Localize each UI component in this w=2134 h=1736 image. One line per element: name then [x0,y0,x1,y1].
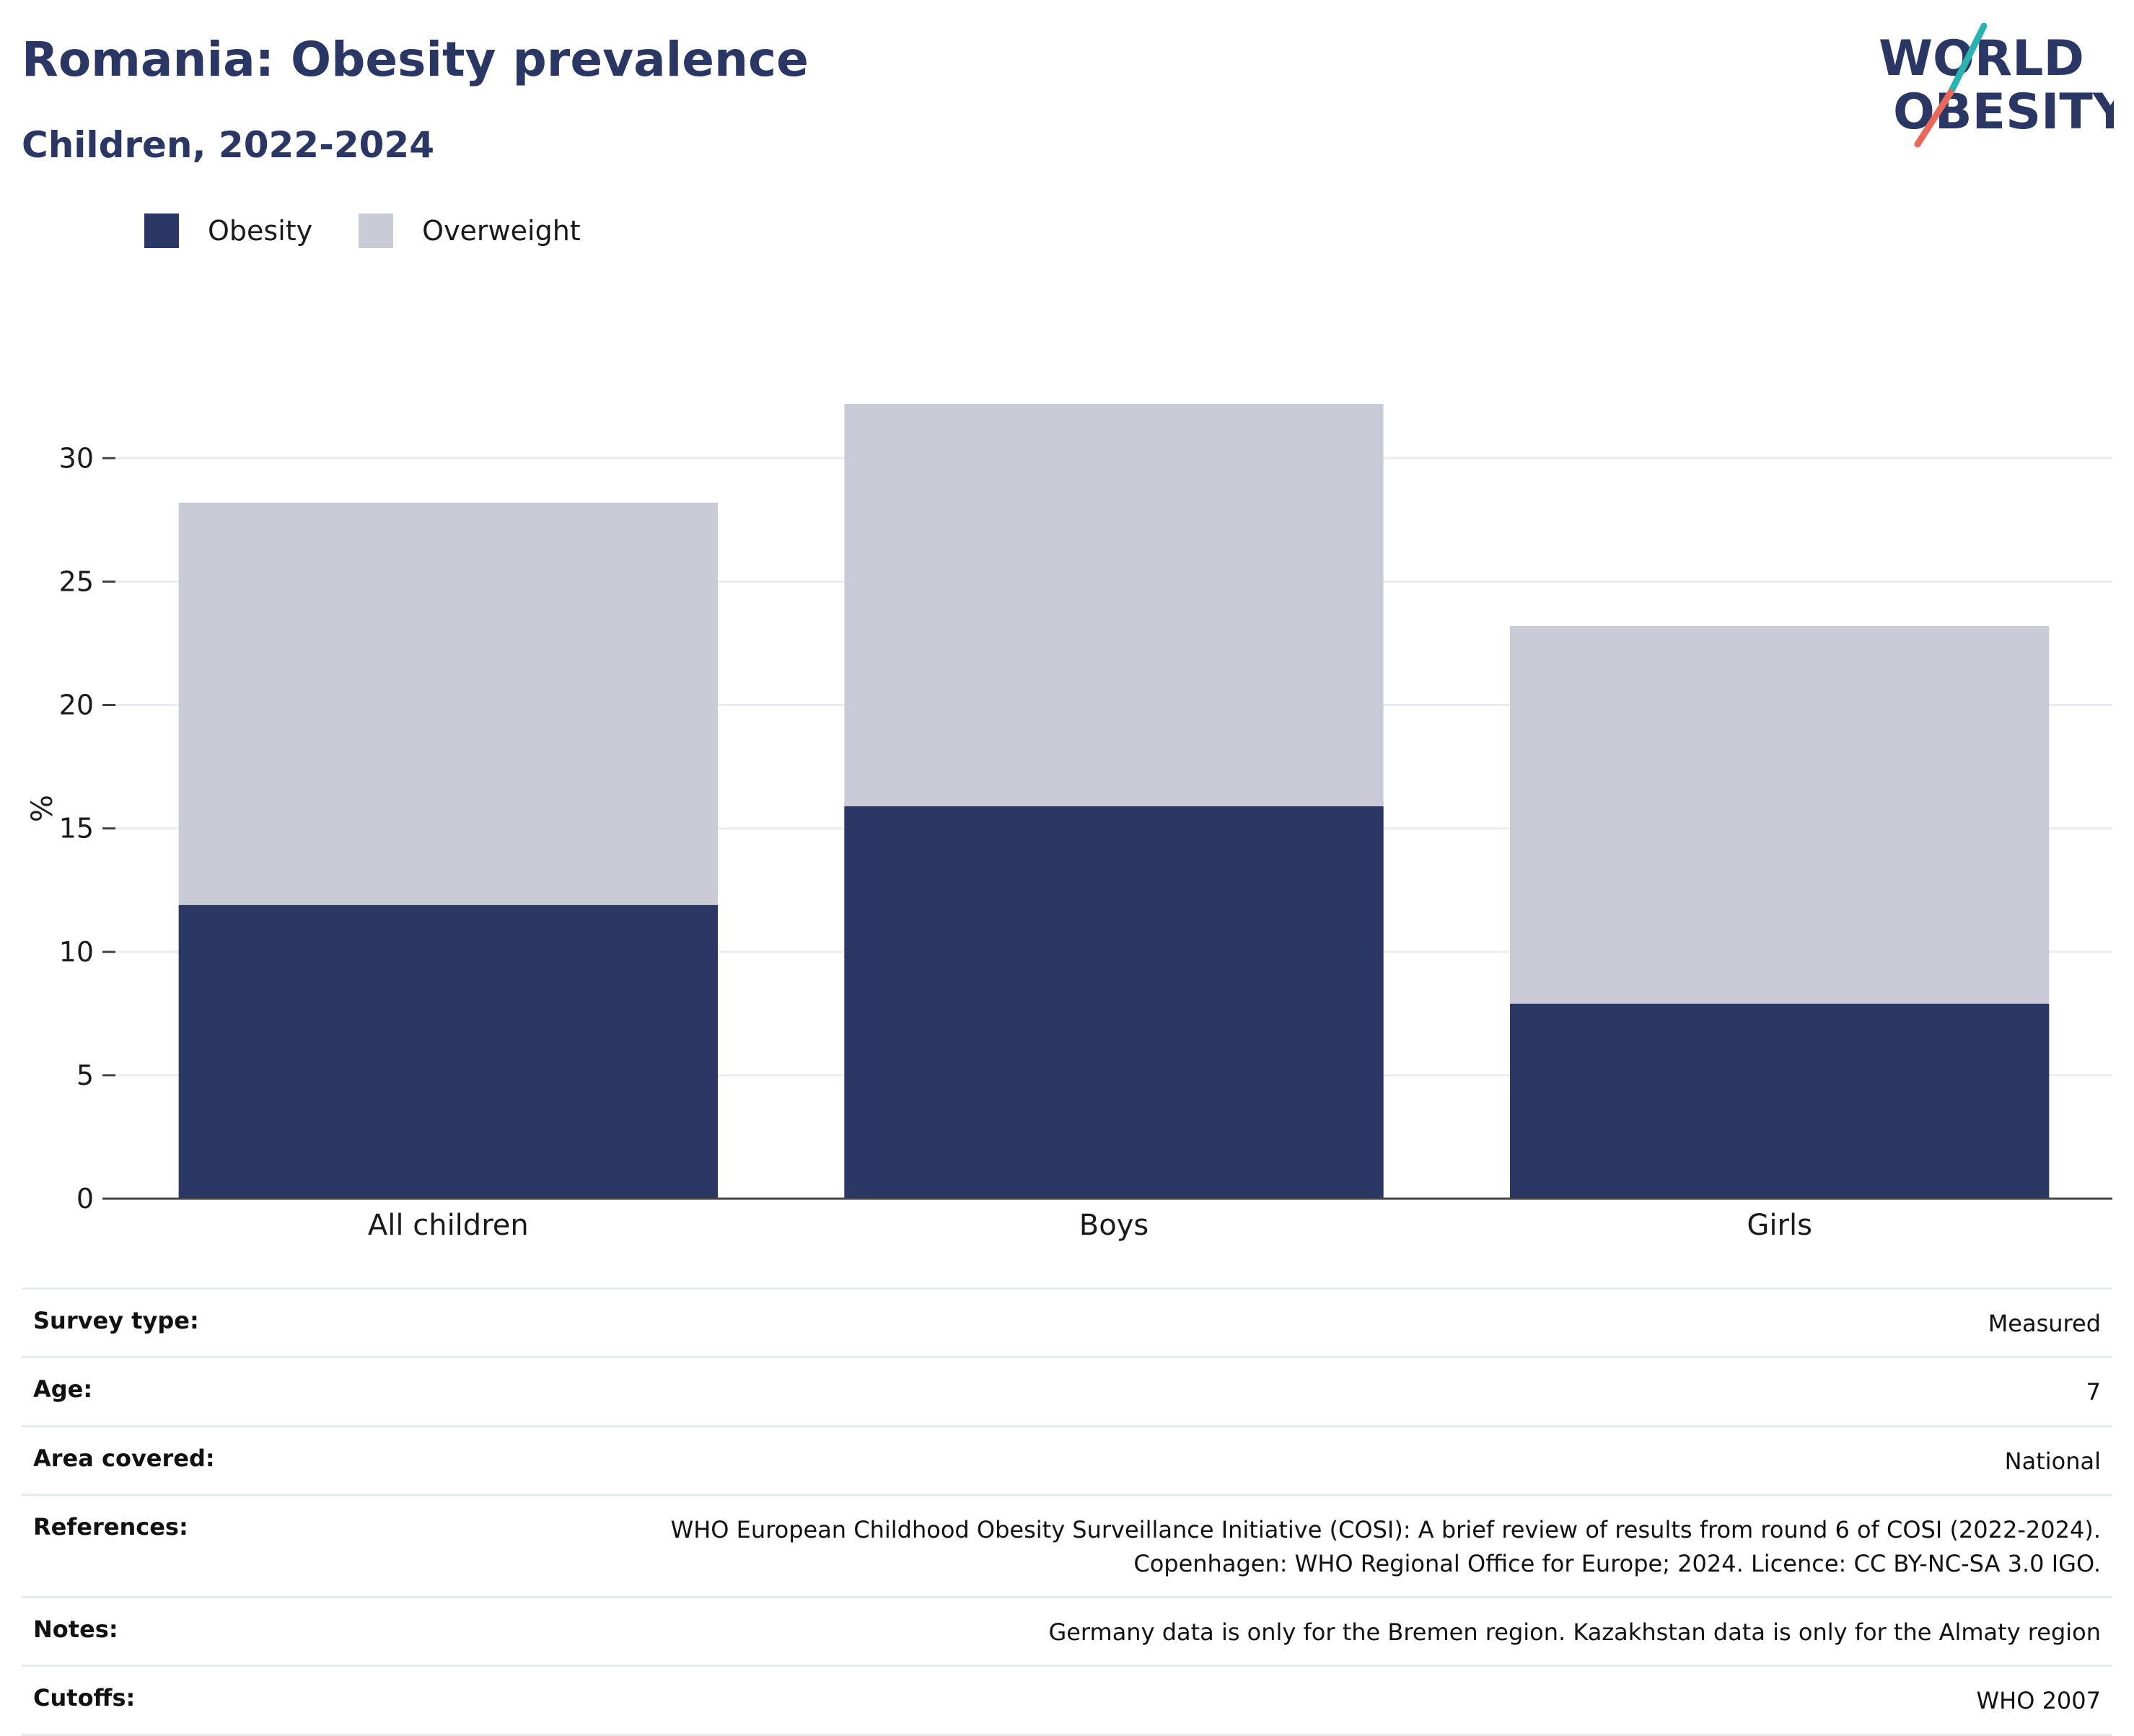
chart-subtitle: Children, 2022-2024 [22,124,434,166]
meta-label: Area covered: [33,1444,215,1472]
legend-swatch-overweight [359,213,394,248]
meta-label: Survey type: [33,1307,199,1334]
y-tick-label: 20 [59,689,94,721]
x-tick-label: All children [368,1209,529,1242]
y-tick-label: 5 [76,1059,94,1091]
bars [178,404,2050,1199]
y-axis-title: % [26,795,59,822]
logo-slash-top [1947,22,1988,96]
meta-value: Germany data is only for the Bremen regi… [1048,1618,2101,1646]
bar-obesity-boys [844,806,1384,1199]
y-tick-label: 15 [59,813,94,845]
bar-obesity-all-children [178,904,719,1199]
meta-row-area-covered: Area covered: National [22,1424,2112,1494]
stacked-bar-chart: 0 5 10 15 20 25 30% All children Boys Girls [26,404,2112,1242]
meta-label: Notes: [33,1615,118,1643]
bar-overweight-girls [1509,626,2050,1004]
logo-slash-bottom [1914,89,1954,148]
meta-row-age: Age: 7 [22,1356,2112,1424]
bar-overweight-all-children [178,502,719,905]
bar-obesity-girls [1509,1003,2050,1199]
chart-legend: Obesity Overweight [144,213,627,248]
meta-value: WHO European Childhood Obesity Surveilla… [670,1516,2101,1577]
legend-label-overweight: Overweight [422,215,581,247]
meta-label: References: [33,1513,188,1541]
y-tick-label: 30 [59,442,94,474]
bar-overweight-boys [844,404,1384,806]
y-tick-label: 10 [59,936,94,968]
y-tick-label: 25 [59,565,94,597]
meta-row-cutoffs: Cutoffs: WHO 2007 [22,1665,2112,1736]
meta-row-survey-type: Survey type: Measured [22,1287,2112,1356]
legend-swatch-obesity [144,213,179,248]
x-tick-label: Girls [1747,1209,1812,1242]
axes: 0 5 10 15 20 25 30% All children Boys Girls [26,442,2112,1242]
meta-value: Measured [1988,1310,2101,1337]
meta-row-references: References: WHO European Childhood Obesi… [22,1494,2112,1596]
legend-item-obesity[interactable]: Obesity [144,213,312,248]
logo-line2: OBESITY [1893,84,2114,141]
legend-item-overweight[interactable]: Overweight [359,213,581,248]
meta-label: Cutoffs: [33,1684,136,1712]
world-obesity-logo: WORLD OBESITY [1879,22,2114,148]
meta-row-notes: Notes: Germany data is only for the Brem… [22,1595,2112,1665]
meta-value: National [2004,1447,2101,1475]
meta-value: WHO 2007 [1976,1687,2102,1715]
legend-label-obesity: Obesity [208,215,313,247]
metadata-table: Survey type: Measured Age: 7 Area covere… [22,1287,2112,1736]
meta-value: 7 [2086,1378,2101,1406]
y-tick-label: 0 [76,1183,94,1215]
x-tick-label: Boys [1079,1209,1149,1242]
meta-label: Age: [33,1375,93,1404]
logo-line1: WORLD [1879,30,2084,87]
chart-title: Romania: Obesity prevalence [22,32,809,87]
